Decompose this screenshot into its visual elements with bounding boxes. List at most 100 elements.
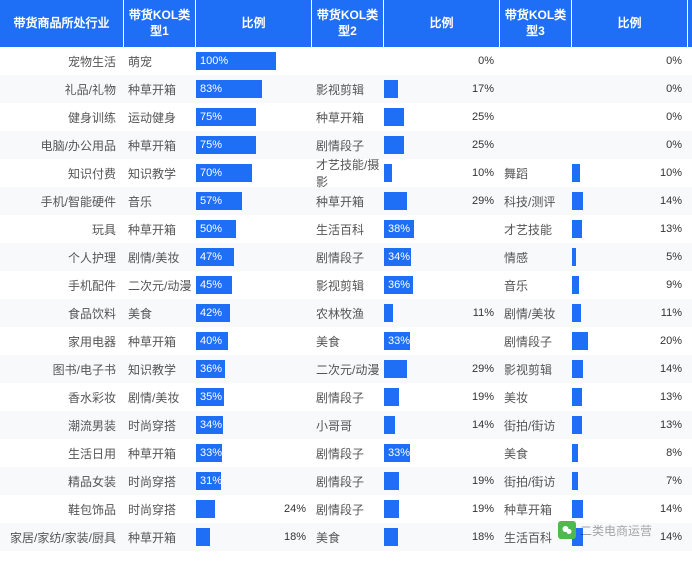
kol2-cell: 生活百科 (312, 221, 384, 238)
kol2-cell: 剧情段子 (312, 249, 384, 266)
ratio-cell-r1: 75% (196, 108, 312, 126)
industry-cell: 电脑/办公用品 (0, 137, 124, 154)
kol2-cell: 才艺技能/摄影 (312, 156, 384, 190)
ratio-cell-r3: 5% (572, 248, 688, 266)
kol1-cell: 美食 (124, 305, 196, 322)
bar-label: 13% (652, 419, 688, 431)
kol1-cell: 萌宠 (124, 53, 196, 70)
bar-label: 11% (464, 307, 500, 319)
ratio-cell-r1: 42% (196, 304, 312, 322)
ratio-cell-r2: 11% (384, 304, 500, 322)
bar-label: 75% (200, 111, 222, 123)
bar-label: 57% (200, 195, 222, 207)
bar-label: 36% (200, 363, 222, 375)
ratio-cell-r2: 19% (384, 388, 500, 406)
ratio-cell-r1: 33% (196, 444, 312, 462)
ratio-cell-r2: 19% (384, 500, 500, 518)
industry-cell: 礼品/礼物 (0, 81, 124, 98)
ratio-cell-r1: 18% (196, 528, 312, 546)
table-row: 精品女装时尚穿搭31%剧情段子19%街拍/街访7% (0, 467, 692, 495)
industry-cell: 个人护理 (0, 249, 124, 266)
industry-cell: 潮流男装 (0, 417, 124, 434)
bar-label: 34% (388, 251, 410, 263)
kol1-cell: 二次元/动漫 (124, 277, 196, 294)
header-kol1: 带货KOL类型1 (124, 0, 196, 47)
ratio-cell-r1: 34% (196, 416, 312, 434)
watermark-text: 二类电商运营 (580, 522, 652, 539)
bar-label: 70% (200, 167, 222, 179)
ratio-cell-r3: 13% (572, 220, 688, 238)
ratio-cell-r3: 7% (572, 472, 688, 490)
ratio-cell-r3: 0% (572, 136, 688, 154)
ratio-cell-r3: 0% (572, 80, 688, 98)
table-row: 生活日用种草开箱33%剧情段子33%美食8% (0, 439, 692, 467)
industry-cell: 食品饮料 (0, 305, 124, 322)
bar-label: 100% (200, 55, 228, 67)
data-table: 带货商品所处行业 带货KOL类型1 比例 带货KOL类型2 比例 带货KOL类型… (0, 0, 692, 551)
ratio-cell-r2: 33% (384, 444, 500, 462)
bar-label: 31% (200, 475, 222, 487)
table-row: 手机配件二次元/动漫45%影视剪辑36%音乐9% (0, 271, 692, 299)
industry-cell: 图书/电子书 (0, 361, 124, 378)
ratio-cell-r1: 50% (196, 220, 312, 238)
kol1-cell: 时尚穿搭 (124, 417, 196, 434)
bar-label: 42% (200, 307, 222, 319)
kol2-cell: 美食 (312, 333, 384, 350)
ratio-cell-r3: 8% (572, 444, 688, 462)
industry-cell: 知识付费 (0, 165, 124, 182)
bar-label: 14% (464, 419, 500, 431)
wechat-icon (558, 521, 576, 539)
ratio-cell-r1: 31% (196, 472, 312, 490)
ratio-cell-r2: 36% (384, 276, 500, 294)
bar-label: 9% (652, 279, 688, 291)
ratio-cell-r1: 45% (196, 276, 312, 294)
bar-label: 13% (652, 223, 688, 235)
ratio-cell-r2: 25% (384, 136, 500, 154)
kol3-cell: 情感 (500, 249, 572, 266)
kol1-cell: 音乐 (124, 193, 196, 210)
kol3-cell: 美食 (500, 445, 572, 462)
bar-label: 45% (200, 279, 222, 291)
ratio-cell-r1: 35% (196, 388, 312, 406)
bar-label: 17% (464, 83, 500, 95)
bar-label: 40% (200, 335, 222, 347)
bar-label: 14% (652, 503, 688, 515)
bar-label: 33% (200, 447, 222, 459)
table-row: 知识付费知识教学70%才艺技能/摄影10%舞蹈10% (0, 159, 692, 187)
kol2-cell: 剧情段子 (312, 473, 384, 490)
bar-label: 19% (464, 503, 500, 515)
ratio-cell-r2: 14% (384, 416, 500, 434)
bar-label: 83% (200, 83, 222, 95)
header-kol2: 带货KOL类型2 (312, 0, 384, 47)
ratio-cell-r1: 100% (196, 52, 312, 70)
kol3-cell: 舞蹈 (500, 165, 572, 182)
bar-label: 36% (388, 279, 410, 291)
kol2-cell: 影视剪辑 (312, 81, 384, 98)
ratio-cell-r3: 11% (572, 304, 688, 322)
table-row: 潮流男装时尚穿搭34%小哥哥14%街拍/街访13% (0, 411, 692, 439)
kol3-cell: 美妆 (500, 389, 572, 406)
industry-cell: 精品女装 (0, 473, 124, 490)
kol1-cell: 种草开箱 (124, 333, 196, 350)
bar-label: 0% (652, 111, 688, 123)
ratio-cell-r3: 13% (572, 388, 688, 406)
table-row: 手机/智能硬件音乐57%种草开箱29%科技/测评14% (0, 187, 692, 215)
ratio-cell-r3: 10% (572, 164, 688, 182)
kol2-cell: 农林牧渔 (312, 305, 384, 322)
ratio-cell-r1: 24% (196, 500, 312, 518)
ratio-cell-r1: 40% (196, 332, 312, 350)
industry-cell: 健身训练 (0, 109, 124, 126)
bar-label: 14% (652, 363, 688, 375)
bar-label: 25% (464, 139, 500, 151)
bar-label: 18% (276, 531, 312, 543)
bar-label: 0% (652, 55, 688, 67)
kol2-cell: 种草开箱 (312, 193, 384, 210)
ratio-cell-r1: 70% (196, 164, 312, 182)
table-row: 宠物生活萌宠100%0%0% (0, 47, 692, 75)
kol1-cell: 剧情/美妆 (124, 389, 196, 406)
bar-label: 10% (464, 167, 500, 179)
industry-cell: 手机/智能硬件 (0, 193, 124, 210)
ratio-cell-r2: 0% (384, 52, 500, 70)
table-row: 家用电器种草开箱40%美食33%剧情段子20% (0, 327, 692, 355)
industry-cell: 家居/家纺/家装/厨具 (0, 529, 124, 546)
